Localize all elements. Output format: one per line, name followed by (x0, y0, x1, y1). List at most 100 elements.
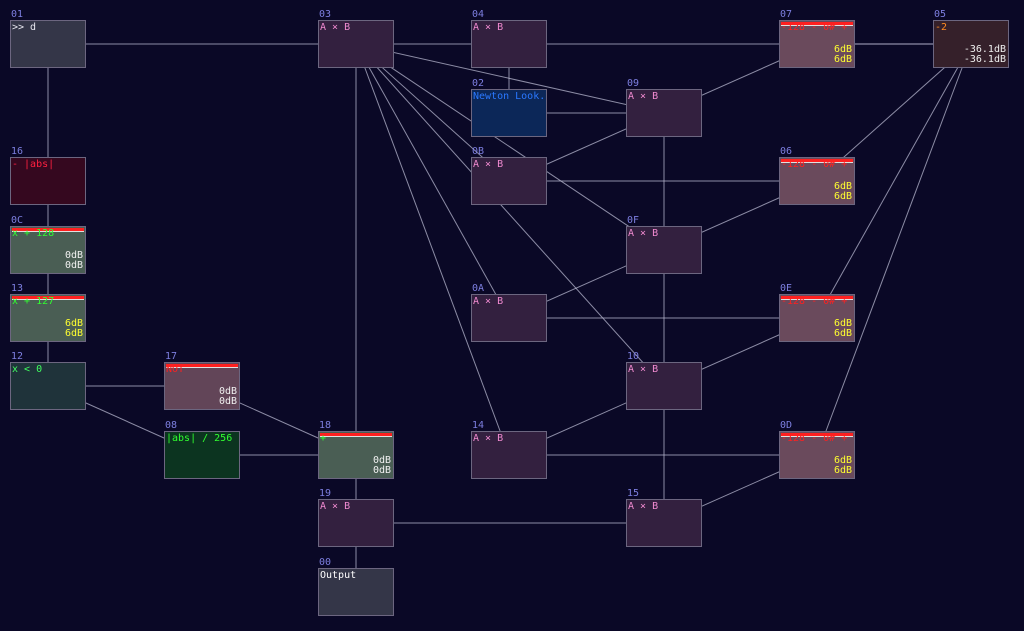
module-01[interactable]: 01 >> d (10, 9, 86, 68)
module-name: A × B (628, 91, 659, 102)
module-name: |abs| / 256 (166, 433, 233, 444)
module-name: A × B (320, 22, 351, 33)
module-id: 0C (11, 215, 24, 226)
module-name: >> d (12, 22, 37, 33)
module-name: x < 0 (12, 364, 43, 375)
module-name: -128 - 0# + .. (781, 296, 853, 307)
module-02[interactable]: 02 Newton Look.B (471, 78, 547, 137)
module-17[interactable]: 17 NOT 0dB 0dB (164, 351, 240, 410)
module-name: - |abs| (12, 159, 55, 170)
module-18[interactable]: 18 +0dB 0dB (318, 420, 394, 479)
module-id: 10 (627, 351, 640, 362)
level-bar (12, 296, 84, 300)
level-bar (781, 22, 853, 26)
module-name: x + 128 (12, 228, 55, 239)
level-bar (781, 433, 853, 437)
module-name: A × B (628, 364, 659, 375)
module-name: + (320, 433, 327, 444)
level-left: 6dB (833, 44, 852, 55)
module-id: 0D (780, 420, 793, 431)
module-id: 19 (319, 488, 332, 499)
module-name: A × B (473, 433, 504, 444)
module-name: Newton Look.B (473, 91, 545, 102)
module-05[interactable]: 05 -2 -36.1dB -36.1dB (933, 9, 1009, 68)
module-12[interactable]: 12 x < 0 (10, 351, 86, 410)
level-left: 6dB (833, 181, 852, 192)
module-name: NOT (166, 364, 185, 375)
module-04[interactable]: 04 A × B (471, 9, 547, 68)
level-bar (320, 433, 392, 437)
module-id: 05 (934, 9, 947, 20)
module-name: A × B (473, 159, 504, 170)
level-left: 0dB (372, 455, 391, 466)
module-id: 04 (472, 9, 485, 20)
module-name: A × B (628, 501, 659, 512)
module-09[interactable]: 09 A × B (626, 78, 702, 137)
module-id: 00 (319, 557, 332, 568)
module-14[interactable]: 14 A × B (471, 420, 547, 479)
module-10[interactable]: 10 A × B (626, 351, 702, 410)
module-id: 06 (780, 146, 793, 157)
module-0A[interactable]: 0A A × B (471, 283, 547, 342)
level-right: 6dB (833, 465, 852, 476)
module-0B[interactable]: 0B A × B (471, 146, 547, 205)
module-15[interactable]: 15 A × B (626, 488, 702, 547)
module-id: 12 (11, 351, 24, 362)
module-16[interactable]: 16 - |abs| (10, 146, 86, 205)
level-right: 6dB (833, 191, 852, 202)
module-name: -128 - 0# + .. (781, 22, 853, 33)
module-id: 14 (472, 420, 485, 431)
module-id: 08 (165, 420, 178, 431)
level-left: 0dB (64, 250, 83, 261)
module-name: x + 127 (12, 296, 55, 307)
wire-03-0F (355, 43, 665, 251)
wire-05-0E (816, 43, 972, 319)
module-id: 18 (319, 420, 332, 431)
module-id: 0F (627, 215, 640, 226)
level-right: -36.1dB (963, 54, 1006, 65)
level-right: 6dB (833, 328, 852, 339)
wire-03-09 (355, 43, 665, 114)
module-id: 17 (165, 351, 178, 362)
module-13[interactable]: 13 x + 127 6dB 6dB (10, 283, 86, 342)
level-bar (781, 159, 853, 163)
module-name: A × B (473, 296, 504, 307)
module-name: A × B (320, 501, 351, 512)
module-id: 0E (780, 283, 793, 294)
module-id: 13 (11, 283, 24, 294)
wire-03-0A (355, 43, 510, 319)
module-08[interactable]: 08 |abs| / 256 (164, 420, 240, 479)
wire-05-0D (816, 43, 972, 456)
level-bar (781, 296, 853, 300)
module-id: 02 (472, 78, 485, 89)
module-id: 0B (472, 146, 485, 157)
module-id: 16 (11, 146, 24, 157)
level-right: 6dB (64, 328, 83, 339)
level-right: 6dB (833, 54, 852, 65)
level-right: 0dB (64, 260, 83, 271)
module-0C[interactable]: 0C x + 128 0dB 0dB (10, 215, 86, 274)
level-right: 0dB (218, 396, 237, 407)
level-left: 0dB (218, 386, 237, 397)
module-id: 15 (627, 488, 640, 499)
level-left: 6dB (64, 318, 83, 329)
module-name: -128 - 0# + .. (781, 433, 853, 444)
level-right: 0dB (372, 465, 391, 476)
level-bar (12, 228, 84, 232)
level-bar (166, 364, 238, 368)
module-id: 07 (780, 9, 793, 20)
module-id: 0A (472, 283, 485, 294)
module-id: 01 (11, 9, 24, 20)
level-left: 6dB (833, 318, 852, 329)
module-19[interactable]: 19 A × B (318, 488, 394, 547)
module-03[interactable]: 03 A × B (318, 9, 394, 68)
module-00[interactable]: 00 Output (318, 557, 394, 616)
wire-03-10 (355, 43, 665, 387)
module-name: Output (320, 570, 357, 581)
module-0F[interactable]: 0F A × B (626, 215, 702, 274)
module-name: A × B (473, 22, 504, 33)
